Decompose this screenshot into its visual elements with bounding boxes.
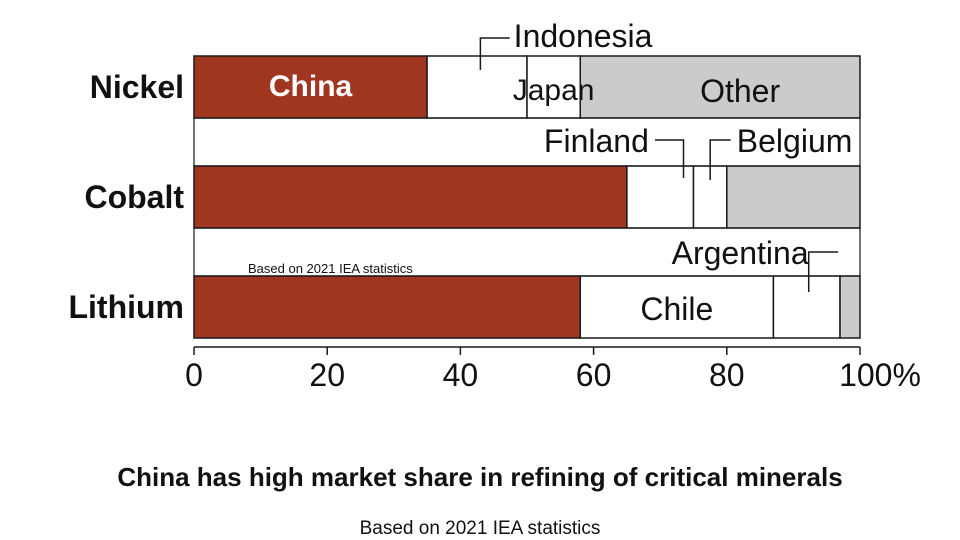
- leader-line-belgium: [709, 139, 731, 180]
- bar-segment-lithium-0: [193, 275, 582, 339]
- bar-segment-nickel-1: [426, 55, 528, 119]
- x-tick-label-1: 20: [309, 357, 345, 393]
- segment-label-argentina: Argentina: [672, 235, 809, 271]
- watermark-text: Based on 2021 IEA statistics: [248, 261, 413, 276]
- leader-line-indonesia: [479, 37, 510, 70]
- category-label-lithium: Lithium: [68, 289, 184, 325]
- segment-label-chile: Chile: [640, 291, 713, 327]
- bar-connector-1: [193, 227, 861, 277]
- segment-label-japan: Japan: [513, 74, 595, 107]
- segment-label-belgium: Belgium: [737, 123, 853, 159]
- bar-connector-0: [193, 117, 861, 167]
- segment-label-finland: Finland: [544, 123, 649, 159]
- x-tick-label-0: 0: [185, 357, 203, 393]
- leader-line-finland: [654, 139, 685, 178]
- segment-label-other: Other: [700, 73, 780, 109]
- x-tick-label-3: 60: [576, 357, 612, 393]
- bar-segment-lithium-1: [579, 275, 775, 339]
- bar-segment-nickel-0: [193, 55, 428, 119]
- x-tick-label-5: 100%: [839, 357, 921, 393]
- bar-segment-cobalt-0: [193, 165, 628, 229]
- chart-subtitle: Based on 2021 IEA statistics: [359, 518, 601, 539]
- category-label-cobalt: Cobalt: [84, 179, 184, 215]
- x-tick-label-4: 80: [709, 357, 745, 393]
- x-tick-label-2: 40: [443, 357, 479, 393]
- bar-segment-cobalt-3: [726, 165, 861, 229]
- segment-label-china: China: [269, 70, 353, 103]
- segment-label-indonesia: Indonesia: [514, 18, 653, 54]
- chart-title: China has high market share in refining …: [117, 462, 843, 492]
- leader-line-argentina: [807, 251, 839, 292]
- stacked-bar-chart: Nickel Cobalt Lithium China Japan Other Indone…: [68, 18, 921, 393]
- bar-segment-lithium-2: [772, 275, 841, 339]
- bar-segment-nickel-3: [579, 55, 861, 119]
- bar-segment-lithium-3: [839, 275, 861, 339]
- category-label-nickel: Nickel: [90, 69, 184, 105]
